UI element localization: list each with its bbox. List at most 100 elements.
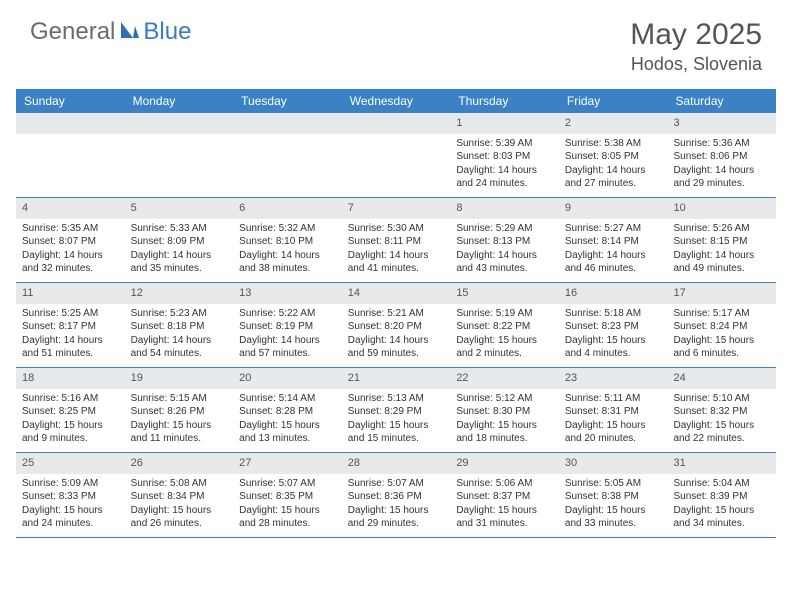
cell-date: 13 xyxy=(233,283,342,304)
cell-date: 9 xyxy=(559,198,668,219)
cell-body: Sunrise: 5:17 AMSunset: 8:24 PMDaylight:… xyxy=(667,304,776,367)
cell-body: Sunrise: 5:12 AMSunset: 8:30 PMDaylight:… xyxy=(450,389,559,452)
cell-body: Sunrise: 5:27 AMSunset: 8:14 PMDaylight:… xyxy=(559,219,668,282)
cell-date: 10 xyxy=(667,198,776,219)
cell-body: Sunrise: 5:29 AMSunset: 8:13 PMDaylight:… xyxy=(450,219,559,282)
calendar-cell: 17Sunrise: 5:17 AMSunset: 8:24 PMDayligh… xyxy=(667,283,776,367)
calendar-cell: 1Sunrise: 5:39 AMSunset: 8:03 PMDaylight… xyxy=(450,113,559,197)
cell-body: Sunrise: 5:22 AMSunset: 8:19 PMDaylight:… xyxy=(233,304,342,367)
calendar-cell: 6Sunrise: 5:32 AMSunset: 8:10 PMDaylight… xyxy=(233,198,342,282)
cell-date: 22 xyxy=(450,368,559,389)
cell-date: 26 xyxy=(125,453,234,474)
cell-date: 6 xyxy=(233,198,342,219)
header: General Blue May 2025 Hodos, Slovenia xyxy=(0,0,792,83)
calendar-cell xyxy=(125,113,234,197)
logo-text-blue: Blue xyxy=(143,18,191,46)
cell-date: 12 xyxy=(125,283,234,304)
cell-date: 16 xyxy=(559,283,668,304)
calendar-cell: 11Sunrise: 5:25 AMSunset: 8:17 PMDayligh… xyxy=(16,283,125,367)
calendar-cell: 10Sunrise: 5:26 AMSunset: 8:15 PMDayligh… xyxy=(667,198,776,282)
calendar-cell: 30Sunrise: 5:05 AMSunset: 8:38 PMDayligh… xyxy=(559,453,668,537)
cell-date: 15 xyxy=(450,283,559,304)
calendar-cell: 16Sunrise: 5:18 AMSunset: 8:23 PMDayligh… xyxy=(559,283,668,367)
cell-date: 19 xyxy=(125,368,234,389)
calendar-cell: 29Sunrise: 5:06 AMSunset: 8:37 PMDayligh… xyxy=(450,453,559,537)
cell-body: Sunrise: 5:36 AMSunset: 8:06 PMDaylight:… xyxy=(667,134,776,197)
calendar-cell: 20Sunrise: 5:14 AMSunset: 8:28 PMDayligh… xyxy=(233,368,342,452)
calendar-cell: 13Sunrise: 5:22 AMSunset: 8:19 PMDayligh… xyxy=(233,283,342,367)
cell-date: 25 xyxy=(16,453,125,474)
week-row: 25Sunrise: 5:09 AMSunset: 8:33 PMDayligh… xyxy=(16,453,776,538)
cell-body: Sunrise: 5:18 AMSunset: 8:23 PMDaylight:… xyxy=(559,304,668,367)
cell-date xyxy=(342,113,451,134)
calendar-cell: 5Sunrise: 5:33 AMSunset: 8:09 PMDaylight… xyxy=(125,198,234,282)
cell-body: Sunrise: 5:39 AMSunset: 8:03 PMDaylight:… xyxy=(450,134,559,197)
cell-body: Sunrise: 5:30 AMSunset: 8:11 PMDaylight:… xyxy=(342,219,451,282)
cell-body: Sunrise: 5:07 AMSunset: 8:36 PMDaylight:… xyxy=(342,474,451,537)
calendar-cell: 4Sunrise: 5:35 AMSunset: 8:07 PMDaylight… xyxy=(16,198,125,282)
cell-body: Sunrise: 5:10 AMSunset: 8:32 PMDaylight:… xyxy=(667,389,776,452)
cell-body: Sunrise: 5:38 AMSunset: 8:05 PMDaylight:… xyxy=(559,134,668,197)
cell-date xyxy=(233,113,342,134)
cell-date: 30 xyxy=(559,453,668,474)
cell-date: 17 xyxy=(667,283,776,304)
calendar-cell: 9Sunrise: 5:27 AMSunset: 8:14 PMDaylight… xyxy=(559,198,668,282)
cell-date: 11 xyxy=(16,283,125,304)
calendar-cell: 22Sunrise: 5:12 AMSunset: 8:30 PMDayligh… xyxy=(450,368,559,452)
cell-date: 29 xyxy=(450,453,559,474)
cell-body: Sunrise: 5:11 AMSunset: 8:31 PMDaylight:… xyxy=(559,389,668,452)
calendar-cell xyxy=(16,113,125,197)
day-header-row: Sunday Monday Tuesday Wednesday Thursday… xyxy=(16,89,776,113)
cell-body: Sunrise: 5:08 AMSunset: 8:34 PMDaylight:… xyxy=(125,474,234,537)
calendar-cell: 21Sunrise: 5:13 AMSunset: 8:29 PMDayligh… xyxy=(342,368,451,452)
cell-date: 28 xyxy=(342,453,451,474)
calendar-cell: 18Sunrise: 5:16 AMSunset: 8:25 PMDayligh… xyxy=(16,368,125,452)
day-header-wednesday: Wednesday xyxy=(342,89,451,113)
calendar-cell: 19Sunrise: 5:15 AMSunset: 8:26 PMDayligh… xyxy=(125,368,234,452)
cell-body: Sunrise: 5:35 AMSunset: 8:07 PMDaylight:… xyxy=(16,219,125,282)
calendar-cell: 26Sunrise: 5:08 AMSunset: 8:34 PMDayligh… xyxy=(125,453,234,537)
cell-date: 24 xyxy=(667,368,776,389)
cell-date: 8 xyxy=(450,198,559,219)
cell-date: 2 xyxy=(559,113,668,134)
cell-body: Sunrise: 5:09 AMSunset: 8:33 PMDaylight:… xyxy=(16,474,125,537)
cell-body: Sunrise: 5:21 AMSunset: 8:20 PMDaylight:… xyxy=(342,304,451,367)
calendar-cell: 15Sunrise: 5:19 AMSunset: 8:22 PMDayligh… xyxy=(450,283,559,367)
cell-date: 31 xyxy=(667,453,776,474)
cell-body: Sunrise: 5:16 AMSunset: 8:25 PMDaylight:… xyxy=(16,389,125,452)
day-header-thursday: Thursday xyxy=(450,89,559,113)
cell-body: Sunrise: 5:26 AMSunset: 8:15 PMDaylight:… xyxy=(667,219,776,282)
calendar-cell: 12Sunrise: 5:23 AMSunset: 8:18 PMDayligh… xyxy=(125,283,234,367)
calendar-cell: 25Sunrise: 5:09 AMSunset: 8:33 PMDayligh… xyxy=(16,453,125,537)
cell-date: 14 xyxy=(342,283,451,304)
day-header-sunday: Sunday xyxy=(16,89,125,113)
calendar-cell xyxy=(342,113,451,197)
calendar-cell: 8Sunrise: 5:29 AMSunset: 8:13 PMDaylight… xyxy=(450,198,559,282)
week-row: 11Sunrise: 5:25 AMSunset: 8:17 PMDayligh… xyxy=(16,283,776,368)
cell-date: 3 xyxy=(667,113,776,134)
week-row: 1Sunrise: 5:39 AMSunset: 8:03 PMDaylight… xyxy=(16,113,776,198)
day-header-tuesday: Tuesday xyxy=(233,89,342,113)
cell-date: 20 xyxy=(233,368,342,389)
cell-date: 7 xyxy=(342,198,451,219)
cell-body: Sunrise: 5:15 AMSunset: 8:26 PMDaylight:… xyxy=(125,389,234,452)
cell-date: 21 xyxy=(342,368,451,389)
cell-body: Sunrise: 5:05 AMSunset: 8:38 PMDaylight:… xyxy=(559,474,668,537)
title-block: May 2025 Hodos, Slovenia xyxy=(630,18,762,75)
calendar-cell xyxy=(233,113,342,197)
cell-body: Sunrise: 5:23 AMSunset: 8:18 PMDaylight:… xyxy=(125,304,234,367)
day-header-monday: Monday xyxy=(125,89,234,113)
month-title: May 2025 xyxy=(630,18,762,52)
location-label: Hodos, Slovenia xyxy=(630,54,762,75)
cell-body: Sunrise: 5:32 AMSunset: 8:10 PMDaylight:… xyxy=(233,219,342,282)
calendar-cell: 31Sunrise: 5:04 AMSunset: 8:39 PMDayligh… xyxy=(667,453,776,537)
calendar-cell: 7Sunrise: 5:30 AMSunset: 8:11 PMDaylight… xyxy=(342,198,451,282)
calendar-cell: 23Sunrise: 5:11 AMSunset: 8:31 PMDayligh… xyxy=(559,368,668,452)
cell-body: Sunrise: 5:06 AMSunset: 8:37 PMDaylight:… xyxy=(450,474,559,537)
day-header-saturday: Saturday xyxy=(667,89,776,113)
cell-body: Sunrise: 5:13 AMSunset: 8:29 PMDaylight:… xyxy=(342,389,451,452)
cell-body: Sunrise: 5:07 AMSunset: 8:35 PMDaylight:… xyxy=(233,474,342,537)
calendar-cell: 3Sunrise: 5:36 AMSunset: 8:06 PMDaylight… xyxy=(667,113,776,197)
logo-text-general: General xyxy=(30,18,115,46)
calendar-cell: 2Sunrise: 5:38 AMSunset: 8:05 PMDaylight… xyxy=(559,113,668,197)
